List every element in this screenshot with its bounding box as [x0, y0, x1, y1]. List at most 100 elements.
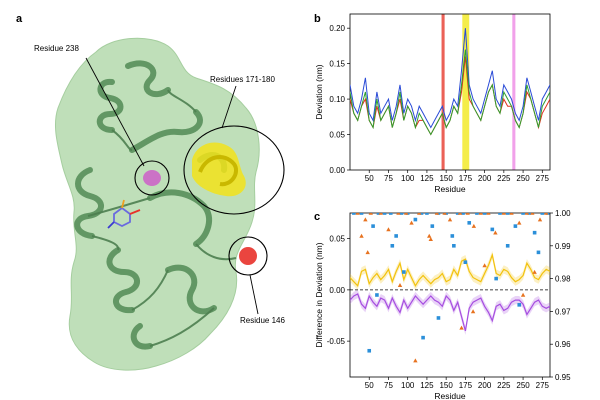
scatter-triangle [447, 217, 453, 222]
y-axis-label: Difference in Deviation (nm) [314, 242, 324, 347]
y-tick-label: 0.20 [329, 24, 345, 33]
y-tick-label: 0.00 [329, 166, 345, 175]
scatter-triangle [509, 213, 514, 215]
scatter-triangle [434, 213, 440, 215]
scatter-triangle [493, 230, 498, 235]
panel-label-c: c [314, 211, 320, 223]
scatter-triangle [465, 213, 470, 215]
x-tick-label: 275 [536, 381, 550, 390]
scatter-triangle [501, 213, 507, 215]
ligand-icon [107, 199, 141, 229]
scatter-triangle [478, 213, 483, 215]
scatter-triangle [457, 213, 463, 215]
callout-ellipse-171-180 [183, 125, 285, 215]
scatter-square [430, 224, 435, 228]
highlight-band [462, 14, 470, 170]
panel-label-b: b [314, 13, 321, 25]
scatter-triangle [486, 213, 491, 215]
x-tick-label: 75 [384, 174, 393, 183]
scatter-triangle [413, 358, 418, 363]
y-tick-label: 0.05 [329, 131, 345, 140]
scatter-triangle [378, 213, 383, 215]
protein-surface [55, 37, 260, 371]
scatter-triangle [470, 309, 476, 314]
scatter-triangle [517, 220, 522, 225]
series-line [350, 49, 550, 136]
scatter-triangle [428, 237, 433, 242]
scatter-square [482, 213, 487, 215]
series-envelope [350, 250, 550, 290]
scatter-triangle [530, 213, 535, 215]
y2-tick-label: 0.97 [555, 307, 571, 316]
x-tick-label: 125 [420, 174, 434, 183]
x-tick-label: 225 [497, 174, 511, 183]
scatter-square [359, 213, 364, 215]
y-tick-label: 0.05 [329, 235, 345, 244]
scatter-square [513, 224, 518, 228]
x-tick-label: 100 [401, 174, 415, 183]
scatter-square [452, 244, 456, 248]
callout-label-residue-146: Residue 146 [240, 316, 285, 325]
highlight-band [512, 14, 516, 170]
scatter-triangle [543, 213, 549, 215]
x-tick-label: 150 [439, 381, 453, 390]
scatter-square [399, 213, 404, 215]
scatter-triangle [403, 213, 409, 215]
x-tick-label: 200 [478, 381, 492, 390]
scatter-triangle [520, 292, 526, 297]
series-line [350, 252, 550, 288]
plot-frame [349, 13, 551, 171]
scatter-triangle [459, 325, 464, 330]
series-group [350, 213, 550, 363]
plot-frame [349, 212, 551, 378]
y2-tick-label: 0.99 [555, 242, 571, 251]
scatter-square [517, 303, 522, 307]
scatter-square [421, 335, 425, 340]
y2-tick-label: 0.95 [555, 373, 571, 382]
callout-label-residue-238: Residue 238 [34, 44, 79, 53]
scatter-square [475, 213, 479, 215]
x-axis-label: Residue [434, 184, 465, 194]
series-line [350, 293, 550, 332]
y-tick-label: 0.00 [329, 286, 345, 295]
y-axis-label: Deviation (nm) [314, 64, 324, 119]
x-tick-label: 225 [497, 381, 511, 390]
scatter-triangle [368, 213, 373, 215]
scatter-triangle [363, 217, 368, 222]
scatter-square [376, 213, 381, 215]
panel-c-chart: 50 75 100 125 150 175 200 225 250 275 -0.05 0.00 0.0… [314, 209, 571, 400]
x-tick-label: 50 [365, 381, 374, 390]
scatter-triangle [386, 227, 391, 232]
x-tick-label: 200 [478, 174, 492, 183]
scatter-square [371, 224, 375, 228]
scatter-square [490, 227, 495, 232]
scatter-triangle [427, 233, 432, 238]
x-tick-label: 100 [401, 381, 415, 390]
series-group [350, 28, 550, 136]
panel-label-a: a [16, 13, 23, 25]
x-tick-label: 50 [365, 174, 374, 183]
highlight-band [441, 14, 445, 170]
scatter-square [521, 213, 525, 215]
scatter-square [498, 213, 502, 215]
scatter-square [540, 213, 545, 215]
scatter-triangle [397, 282, 403, 287]
scatter-square [505, 213, 510, 215]
scatter-square [467, 221, 472, 225]
callout-circle-238 [134, 160, 170, 196]
scatter-square [402, 270, 406, 274]
scatter-triangle [471, 223, 477, 228]
x-tick-label: 150 [439, 174, 453, 183]
scatter-square [494, 276, 498, 281]
y2-tick-label: 0.96 [555, 340, 571, 349]
scatter-square [419, 213, 424, 215]
x-tick-label: 175 [459, 381, 473, 390]
x-tick-label: 175 [459, 174, 473, 183]
scatter-triangle [359, 233, 364, 238]
scatter-square [536, 250, 541, 255]
x-tick-label: 75 [384, 381, 393, 390]
scatter-triangle [532, 269, 537, 274]
x-tick-label: 125 [420, 381, 434, 390]
scatter-square [382, 213, 387, 215]
scatter-triangle [417, 213, 422, 215]
